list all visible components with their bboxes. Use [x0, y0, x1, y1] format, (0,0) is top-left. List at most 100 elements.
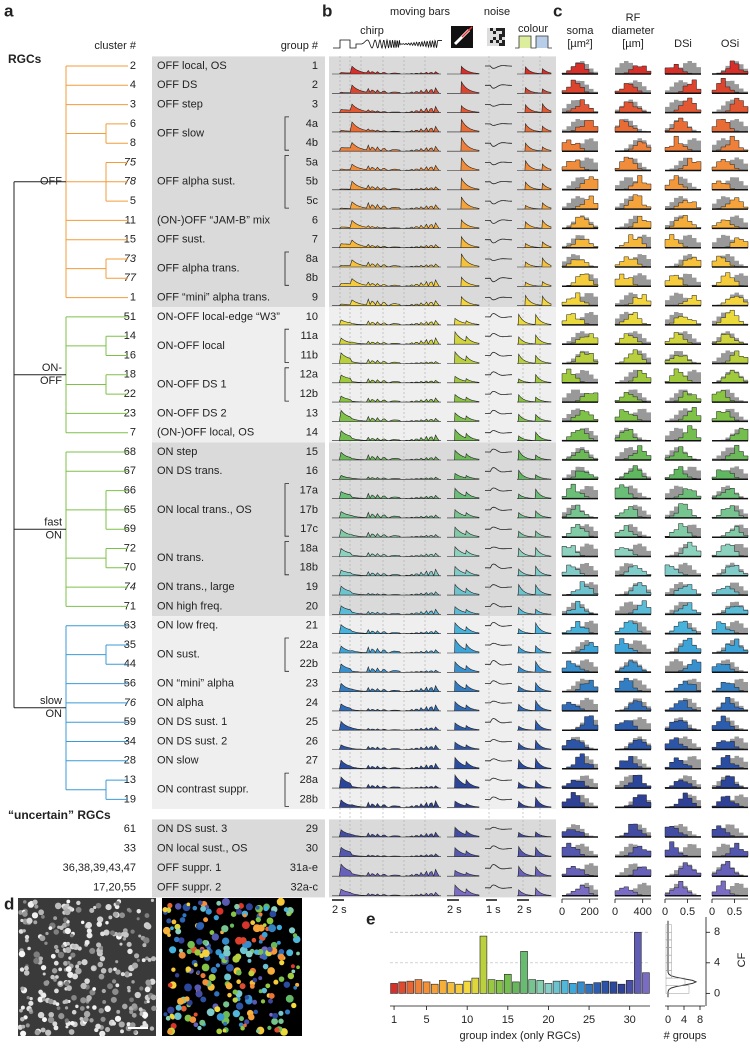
group-number: 29 — [306, 823, 318, 835]
roi — [239, 946, 248, 955]
cluster-number: 8 — [130, 137, 136, 149]
cell-type-name: ON-OFF local — [157, 340, 225, 352]
cell-soma — [53, 929, 59, 935]
noise-kernel — [485, 622, 512, 627]
moving-bar-trace — [447, 253, 480, 268]
colour-trace — [517, 681, 552, 692]
cell-soma — [102, 1000, 107, 1004]
colour-stimulus-trace — [515, 35, 552, 49]
cell-soma — [112, 988, 119, 995]
colour-trace — [517, 887, 552, 897]
cluster-number: 22 — [124, 388, 136, 400]
roi — [216, 1013, 225, 1021]
cluster-number: 13 — [124, 774, 136, 786]
group-number: 11b — [300, 349, 318, 361]
colour-trace — [517, 241, 552, 248]
colour-trace — [517, 469, 552, 480]
cell-soma — [75, 1004, 79, 1009]
branch-label: ON — [46, 530, 63, 542]
moving-bar-trace — [447, 412, 480, 422]
column-title: RF — [626, 12, 641, 24]
cell-soma — [66, 941, 70, 946]
group-number: 20 — [306, 600, 318, 612]
cell-type-name: OFF DS — [157, 79, 197, 91]
cell-soma — [33, 920, 38, 925]
roi — [167, 982, 173, 988]
response-traces — [332, 276, 552, 288]
cell-soma — [107, 983, 113, 990]
cell-soma — [37, 996, 44, 1003]
group-number: 1 — [312, 60, 318, 72]
noise-pixel — [499, 40, 502, 43]
cell-soma — [141, 958, 146, 963]
cell-soma — [20, 1030, 27, 1037]
roi — [223, 1001, 230, 1008]
bar — [569, 983, 577, 994]
roi — [221, 925, 229, 933]
colour-trace — [517, 660, 552, 673]
cell-soma — [75, 967, 82, 975]
moving-bar-trace — [447, 393, 480, 403]
moving-bar-trace — [447, 638, 480, 654]
roi — [200, 996, 207, 1003]
roi — [175, 928, 182, 935]
roi — [182, 913, 187, 918]
x-tick-label: 0.5 — [727, 906, 742, 918]
noise-kernel — [485, 487, 512, 492]
cell-soma — [38, 909, 44, 916]
cell-soma — [89, 1018, 94, 1023]
group-number: 12b — [300, 388, 318, 400]
x-tick-label: 0 — [559, 906, 565, 918]
cell-soma — [95, 902, 102, 909]
cell-soma — [53, 978, 57, 982]
chirp-trace — [332, 703, 441, 712]
x-tick-label: 25 — [583, 1014, 595, 1026]
noise-pixel — [496, 28, 499, 31]
cell-soma — [65, 922, 70, 927]
cell-soma — [80, 920, 85, 925]
moving-bar-trace — [447, 428, 480, 441]
noise-kernel — [485, 845, 512, 850]
roi — [269, 1012, 273, 1017]
cell-soma — [22, 929, 26, 933]
group-number: 13 — [306, 407, 318, 419]
roi — [179, 917, 186, 923]
cluster-number: 69 — [124, 523, 136, 535]
noise-kernel — [485, 884, 512, 889]
group-bracket — [284, 155, 289, 209]
noise-kernel — [485, 758, 512, 762]
cell-soma — [80, 982, 87, 990]
cell-soma — [81, 959, 88, 966]
cluster-number: 28 — [124, 755, 136, 767]
noise-pixel — [487, 34, 490, 37]
response-traces — [332, 506, 552, 519]
cell-soma — [136, 917, 140, 921]
bar — [447, 982, 455, 994]
colour-trace — [517, 66, 552, 75]
cluster-number: 77 — [124, 272, 137, 284]
x-tick-label: 400 — [634, 906, 652, 918]
cell-soma — [62, 1000, 67, 1005]
chirp-trace — [332, 337, 441, 345]
moving-bar-trace — [447, 330, 480, 345]
cluster-number: 51 — [124, 311, 136, 323]
response-traces — [332, 391, 552, 403]
cf-bin — [665, 977, 686, 986]
response-traces — [332, 235, 552, 249]
cell-type-name: (ON-)OFF local, OS — [157, 427, 254, 439]
x-tick-label: 1 — [391, 1014, 397, 1026]
response-traces — [332, 350, 552, 364]
roi — [184, 996, 190, 1002]
roi — [197, 922, 205, 929]
cell-soma — [139, 1012, 144, 1016]
response-traces — [332, 409, 552, 422]
cluster-number: 34 — [124, 735, 136, 747]
roi — [247, 958, 252, 963]
cf-bin — [665, 932, 672, 941]
response-traces — [332, 65, 552, 75]
noise-kernel — [485, 430, 512, 434]
cell-soma — [126, 1022, 131, 1027]
roi — [296, 951, 300, 956]
colour-trace — [517, 530, 552, 538]
bar — [609, 981, 618, 994]
